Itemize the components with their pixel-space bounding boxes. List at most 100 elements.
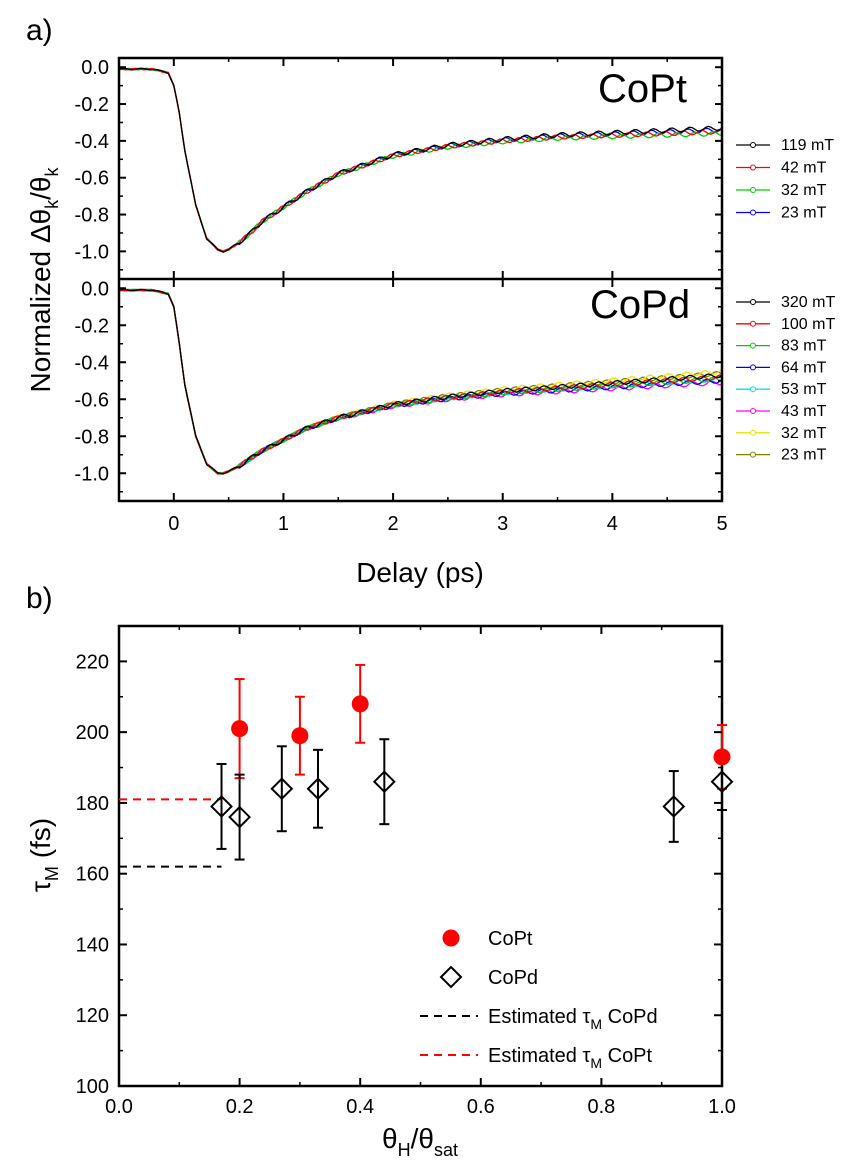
x-tick-label: 0.8 [587,1096,615,1118]
legend-label: 32 mT [781,425,827,442]
legend-marker [750,187,756,193]
legend-label: 64 mT [781,359,827,376]
estimated-lines [119,798,222,868]
ylabel-main: Normalized Δθ [25,209,56,393]
series-line-320-mT [118,288,723,475]
y-tick-label: 0.0 [81,57,109,79]
ylabel-sub2: k [42,166,62,176]
y-tick-label: -0.8 [75,426,109,448]
x-tick-label: 0.4 [346,1096,374,1118]
legend-label: CoPd [488,967,538,989]
copd-point [662,795,686,818]
panel-b-label: b) [26,582,53,615]
x-tick-label: 0.2 [226,1096,254,1118]
x-tick-label: 2 [388,513,399,535]
legend-label: Estimated τM CoPt [488,1045,653,1071]
y-tick-label: 200 [76,722,109,744]
y-tick-label: 120 [76,1005,109,1027]
series-line-119-mT [118,67,723,253]
y-tick-label: -1.0 [75,241,109,263]
legend-label: 23 mT [781,205,827,222]
copt-label: CoPt [598,67,687,111]
xlabel-main: θ [382,1123,398,1154]
xlabel-mid: /θ [411,1123,434,1154]
data-points [210,695,734,829]
legend-label: 119 mT [781,137,834,154]
y-tick-label: -0.2 [75,94,109,116]
ylabel-main: τ [25,881,56,892]
error-bars [216,663,727,861]
xlabel-sub1: H [398,1140,411,1160]
copd-point [372,770,396,794]
y-tick-label: -0.8 [75,205,109,227]
y-tick-label: 160 [76,864,109,886]
panel-a-x-axis-label: Delay (ps) [356,557,484,588]
legend-label: 23 mT [781,447,827,464]
copt-curves [118,67,723,253]
legend-label: 100 mT [781,316,835,333]
x-tick-label: 4 [607,513,618,535]
x-tick-label: 5 [716,513,727,535]
y-tick-label: 140 [76,934,109,956]
ylabel-rest: (fs) [25,818,56,866]
legend-label: 320 mT [781,294,835,311]
copt-point [713,748,731,766]
y-tick-label: -1.0 [75,463,109,485]
xlabel-sub2: sat [434,1140,458,1160]
copd-point [228,805,252,829]
legend-marker [750,299,756,305]
ylabel-sub: M [42,866,62,881]
x-tick-label: 0.0 [105,1096,133,1118]
legend-copd-marker [439,965,463,989]
panel-b-y-axis-label: τM (fs) [25,818,62,892]
legend-label: CoPt [488,928,533,950]
copd-label: CoPd [590,283,690,327]
y-tick-label: -0.4 [75,352,109,374]
copt-point [231,720,249,738]
legend-marker [750,429,756,436]
copd-point [306,777,330,801]
legend-label-post: CoPt [602,1045,652,1067]
panel-a: a) 0 1 2 3 4 5 0.0 -0.2 -0.4 -0.6 -0.8 -1.0 0.0 -0.2… [25,14,835,588]
legend-label-pre: Estimated τ [488,1006,590,1028]
legend-label-pre: Estimated τ [488,1045,590,1067]
x-tick-label: 3 [497,513,508,535]
legend-marker [750,408,756,414]
copt-point [291,727,309,745]
legend-copt-marker [442,929,460,947]
legend-label-sub: M [590,1016,602,1032]
legend-label: 83 mT [781,338,827,355]
legend-label: 53 mT [781,381,827,398]
legend-label: 32 mT [781,182,827,199]
panel-b-x-ticks: 0.0 0.2 0.4 0.6 0.8 1.0 [105,626,736,1118]
copt-point [351,695,369,713]
y-tick-label: -0.6 [75,389,109,411]
legend-label-post: CoPd [602,1006,658,1028]
legend-marker [750,451,756,458]
copt-legend: 119 mT 42 mT 32 mT 23 mT [736,137,834,222]
legend-marker [750,209,756,216]
legend-label: Estimated τM CoPd [488,1006,658,1032]
copd-curves [118,288,723,475]
copd-point [710,770,734,794]
legend-label: 43 mT [781,403,827,420]
panel-b: b) 0.0 0.2 0.4 0.6 0.8 1.0 100 120 140 160 180 200… [25,582,736,1160]
panel-a-label: a) [26,14,53,47]
x-tick-label: 1 [278,513,289,535]
x-tick-label: 0.6 [467,1096,495,1118]
copd-point [270,777,294,801]
copd-legend: 320 mT 100 mT 83 mT 64 mT 53 mT 43 mT 32 mT 23 … [736,294,835,464]
legend-label: 42 mT [781,160,827,177]
x-tick-label: 1.0 [708,1096,736,1118]
y-tick-label: 180 [76,793,109,815]
y-tick-label: -0.6 [75,168,109,190]
panel-a-y-ticks: 0.0 -0.2 -0.4 -0.6 -0.8 -1.0 0.0 -0.2 -0.4 -0.6 -0… [75,57,722,493]
ylabel-sub1: k [42,199,62,209]
y-tick-label: 220 [76,651,109,673]
legend-marker [750,320,756,327]
copd-point [210,795,233,818]
legend-marker [750,386,756,393]
panel-b-y-ticks: 100 120 140 160 180 200 220 [76,651,722,1098]
